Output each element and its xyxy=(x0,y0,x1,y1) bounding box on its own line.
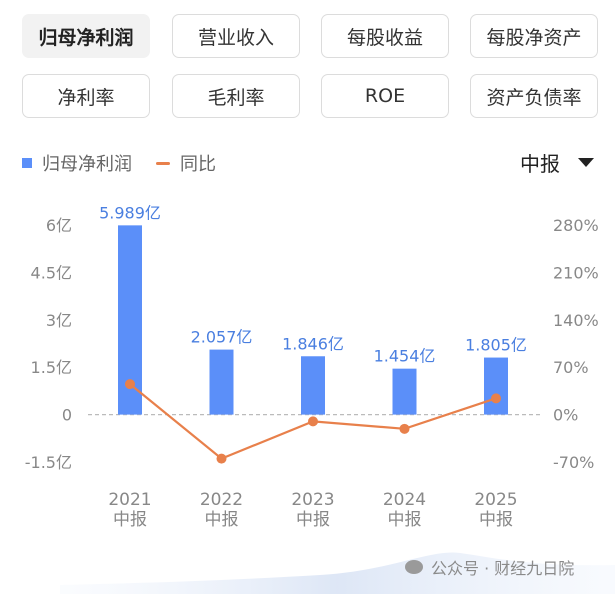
y-right-tick-label: 70% xyxy=(553,358,589,377)
watermark: 公众号 · 财经九日院 xyxy=(405,555,574,579)
tab-roe[interactable]: ROE xyxy=(321,74,449,118)
decorative-wave xyxy=(60,552,615,594)
x-tick-label: 2024 中报 xyxy=(383,490,426,530)
tab-label: 净利率 xyxy=(57,86,115,109)
y-right-tick-label: -70% xyxy=(553,453,594,472)
tab-net-margin[interactable]: 净利率 xyxy=(22,74,150,118)
y-left-tick-label: 6亿 xyxy=(46,216,72,235)
bar-value-label: 1.805亿 xyxy=(465,336,527,355)
watermark-text: 公众号 · 财经九日院 xyxy=(431,559,575,578)
tab-label: ROE xyxy=(364,85,406,107)
bar xyxy=(392,368,417,415)
period-dropdown[interactable]: 中报 xyxy=(520,148,594,177)
wechat-icon xyxy=(405,560,423,574)
x-tick-label: 2022 中报 xyxy=(200,490,243,530)
y-left-tick-label: -1.5亿 xyxy=(25,453,72,472)
bar-value-label: 2.057亿 xyxy=(191,328,253,347)
yoy-point xyxy=(125,379,135,390)
tab-eps[interactable]: 每股收益 xyxy=(321,14,449,58)
chart-legend: 归母净利润 同比 xyxy=(22,150,216,176)
bar xyxy=(484,357,508,415)
yoy-point xyxy=(308,416,318,427)
bar-legend-swatch xyxy=(22,158,32,168)
y-right-tick-label: 140% xyxy=(553,311,599,330)
tab-label: 归母净利润 xyxy=(38,26,134,49)
x-tick-label: 2023 中报 xyxy=(291,490,334,530)
line-legend-label: 同比 xyxy=(180,154,216,175)
tab-label: 营业收入 xyxy=(197,26,274,49)
bar xyxy=(209,349,234,415)
tab-label: 每股净资产 xyxy=(486,26,582,49)
y-left-tick-label: 1.5亿 xyxy=(31,358,72,377)
y-left-tick-label: 4.5亿 xyxy=(31,263,72,282)
tab-label: 每股收益 xyxy=(346,26,423,49)
x-tick-label: 2025 中报 xyxy=(474,490,517,530)
line-legend-swatch xyxy=(156,161,170,165)
bar-legend-label: 归母净利润 xyxy=(42,154,132,175)
chart: 6亿 4.5亿 3亿 1.5亿 0 -1.5亿 280% 210% 140% 70% 0% -70% 5… xyxy=(25,203,599,530)
x-tick-label: 2021 中报 xyxy=(108,490,151,530)
yoy-point xyxy=(491,393,501,404)
tab-label: 资产负债率 xyxy=(486,86,582,109)
bar-value-label: 1.846亿 xyxy=(282,334,344,353)
tab-label: 毛利率 xyxy=(207,86,265,109)
bar-value-label: 5.989亿 xyxy=(99,203,161,222)
tab-net-profit[interactable]: 归母净利润 xyxy=(22,14,150,58)
y-left-tick-label: 3亿 xyxy=(46,311,72,330)
y-left-tick-label: 0 xyxy=(62,406,72,425)
y-right-tick-label: 210% xyxy=(553,263,599,282)
y-right-tick-label: 280% xyxy=(553,216,599,235)
yoy-point xyxy=(216,453,227,464)
y-right-tick-label: 0% xyxy=(553,406,578,425)
bar-value-label: 1.454亿 xyxy=(374,347,436,366)
period-label: 中报 xyxy=(520,152,560,176)
yoy-point xyxy=(399,423,410,434)
tab-bvps[interactable]: 每股净资产 xyxy=(470,14,598,58)
caret-down-icon xyxy=(578,158,594,167)
tab-gross-margin[interactable]: 毛利率 xyxy=(172,74,300,118)
bar xyxy=(301,356,325,415)
tab-debt-ratio[interactable]: 资产负债率 xyxy=(470,74,598,118)
tab-revenue[interactable]: 营业收入 xyxy=(172,14,300,58)
